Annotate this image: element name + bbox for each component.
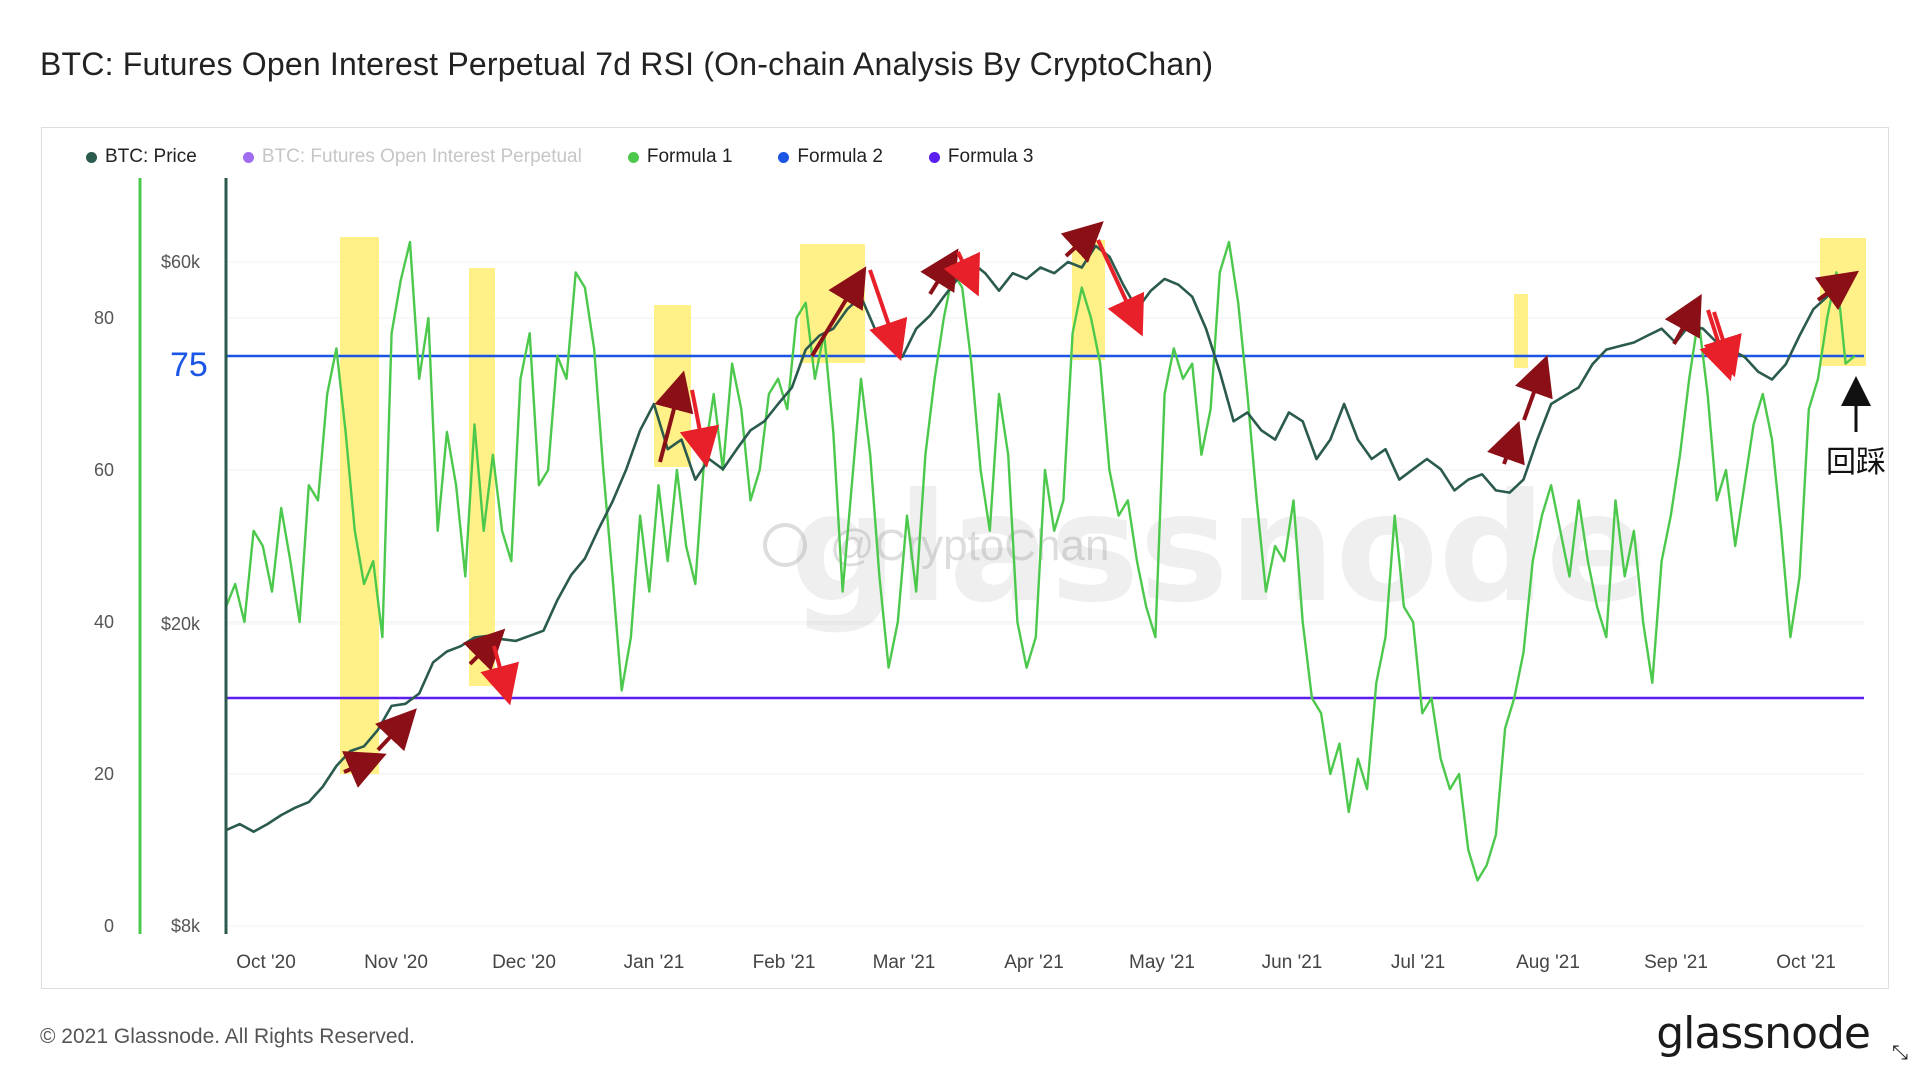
x-tick-label: Mar '21 [873,952,936,973]
pullback-label: 回踩 [1826,445,1886,480]
weibo-watermark: @CryptoChan [830,521,1109,570]
level-75-label: 75 [170,346,208,384]
legend-label: BTC: Price [105,146,197,167]
weibo-icon [763,523,807,567]
y-tick-label-price: $20k [161,614,201,634]
expand-icon[interactable]: ⤡ [1892,1042,1908,1064]
y-tick-label-rsi: 20 [94,764,114,784]
legend-item-open-interest[interactable]: BTC: Futures Open Interest Perpetual [242,146,582,168]
y-tick-label-price: $8k [171,916,201,936]
x-tick-label: Nov '20 [364,952,428,973]
legend-dot-icon [86,151,97,163]
chart-panel [41,127,1889,989]
arrow-up-mark [654,370,694,463]
x-tick-label: Jan '21 [624,952,685,973]
glassnode-logo: glassnode [1656,1008,1871,1059]
y-tick-label-rsi: 80 [94,308,114,328]
x-tick-label: Jun '21 [1262,952,1323,973]
legend-label: BTC: Futures Open Interest Perpetual [261,146,582,167]
arrow-up-mark [1060,221,1104,263]
y-tick-label-rsi: 0 [104,916,114,936]
x-tick-label: Aug '21 [1516,952,1580,973]
arrow-up-mark [810,266,867,358]
arrow-up-mark [462,628,506,672]
arrow-down-mark [679,389,720,468]
legend-dot-icon [778,151,790,163]
chart-legend: BTC: Price BTC: Futures Open Interest Pe… [86,146,1079,168]
page-title: BTC: Futures Open Interest Perpetual 7d … [40,46,1214,82]
x-tick-label: Sep '21 [1644,952,1708,973]
highlight-zone [654,305,691,467]
legend-item-formula-3[interactable]: Formula 3 [928,146,1034,168]
x-tick-label: Apr '21 [1004,952,1064,973]
y-tick-label-rsi: 60 [94,460,114,480]
legend-dot-icon [242,151,254,163]
y-tick-label-price: $60k [161,252,201,272]
x-tick-label: Oct '20 [236,952,296,973]
arrow-up-mark [1515,354,1553,421]
arrow-down-mark [1096,239,1145,337]
highlight-zone [340,237,379,774]
x-tick-label: Jul '21 [1391,952,1445,973]
copyright-footer: © 2021 Glassnode. All Rights Reserved. [40,1025,416,1048]
legend-label: Formula 3 [947,146,1034,167]
legend-label: Formula 1 [646,146,733,167]
legend-dot-icon [627,151,639,163]
arrow-up-mark [1814,270,1860,311]
x-tick-label: Feb '21 [753,952,816,973]
x-tick-label: May '21 [1129,952,1195,973]
legend-item-price[interactable]: BTC: Price [86,146,197,168]
arrow-down-mark [1703,311,1742,378]
arrow-up-mark [1487,420,1525,466]
y-tick-label-rsi: 40 [94,612,114,632]
legend-item-formula-1[interactable]: Formula 1 [627,146,733,168]
formula-1-line [224,240,1856,882]
arrow-down-mark [868,269,908,362]
legend-label: Formula 2 [797,146,883,167]
x-tick-label: Oct '21 [1776,952,1836,973]
arrow-up-mark [342,751,387,788]
highlight-zone [1514,294,1528,368]
arrow-up-mark [375,708,417,752]
legend-dot-icon [928,151,940,163]
arrow-down-mark [480,645,519,706]
arrow-up-mark [1664,294,1702,345]
legend-item-formula-2[interactable]: Formula 2 [778,146,883,168]
x-tick-label: Dec '20 [492,952,556,973]
arrow-down-mark [943,251,980,297]
arrow-up-mark [920,248,959,296]
